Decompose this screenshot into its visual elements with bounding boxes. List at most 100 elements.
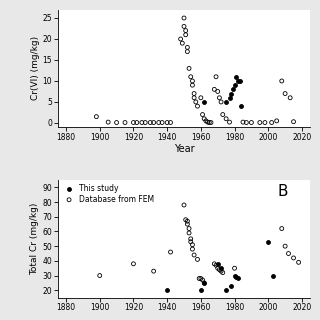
Database from FEM — [213, 263, 219, 268]
Point — [185, 45, 190, 50]
Point — [224, 116, 229, 121]
Point — [239, 104, 244, 109]
Point — [203, 118, 208, 124]
Database from FEM — [219, 268, 224, 274]
This study — [198, 288, 204, 293]
Point — [202, 100, 207, 105]
Point — [164, 120, 170, 125]
Text: B: B — [277, 184, 288, 199]
Point — [156, 120, 161, 125]
Point — [181, 24, 187, 29]
Database from FEM — [212, 261, 217, 266]
This study — [219, 266, 224, 271]
Database from FEM — [286, 251, 291, 256]
This study — [271, 273, 276, 278]
This study — [228, 283, 234, 288]
Point — [232, 83, 237, 88]
X-axis label: Year: Year — [174, 145, 194, 155]
Database from FEM — [188, 236, 193, 241]
Point — [262, 120, 268, 125]
Point — [188, 74, 193, 79]
Point — [151, 120, 156, 125]
Database from FEM — [151, 268, 156, 274]
Point — [205, 120, 210, 125]
This study — [202, 280, 207, 285]
Point — [148, 120, 153, 125]
Point — [185, 49, 190, 54]
Database from FEM — [202, 280, 207, 285]
Database from FEM — [291, 255, 296, 260]
Point — [228, 91, 234, 96]
Point — [219, 100, 224, 105]
This study — [232, 273, 237, 278]
Point — [224, 100, 229, 105]
This study — [266, 239, 271, 244]
Database from FEM — [232, 266, 237, 271]
Point — [274, 118, 279, 124]
Point — [220, 112, 225, 117]
Point — [257, 120, 262, 125]
Point — [249, 120, 254, 125]
Database from FEM — [187, 226, 192, 231]
Database from FEM — [168, 250, 173, 255]
Point — [198, 95, 204, 100]
Point — [187, 66, 192, 71]
Database from FEM — [217, 267, 222, 272]
Database from FEM — [220, 270, 225, 275]
Legend: This study, Database from FEM: This study, Database from FEM — [60, 182, 156, 205]
Point — [143, 120, 148, 125]
Database from FEM — [185, 221, 190, 227]
Database from FEM — [188, 239, 193, 244]
Y-axis label: Total Cr (mg/kg): Total Cr (mg/kg) — [30, 203, 39, 275]
Point — [237, 78, 242, 84]
Point — [183, 32, 188, 37]
Database from FEM — [187, 230, 192, 236]
Point — [192, 95, 197, 100]
Point — [227, 95, 232, 100]
Database from FEM — [181, 203, 187, 208]
Database from FEM — [215, 266, 220, 271]
This study — [164, 288, 170, 293]
Database from FEM — [296, 260, 301, 265]
Point — [215, 89, 220, 94]
Point — [190, 78, 195, 84]
Point — [178, 36, 183, 42]
Point — [193, 100, 198, 105]
Database from FEM — [131, 261, 136, 266]
Point — [217, 95, 222, 100]
Point — [244, 120, 249, 125]
Point — [269, 120, 274, 125]
Point — [200, 112, 205, 117]
Point — [180, 41, 185, 46]
Database from FEM — [190, 242, 195, 247]
This study — [224, 288, 229, 293]
Point — [192, 91, 197, 96]
Database from FEM — [196, 276, 202, 281]
Point — [207, 120, 212, 125]
This study — [236, 276, 241, 281]
Point — [195, 104, 200, 109]
Point — [181, 15, 187, 20]
Database from FEM — [185, 219, 190, 224]
Database from FEM — [198, 276, 204, 281]
Point — [168, 120, 173, 125]
Point — [283, 91, 288, 96]
Point — [213, 74, 219, 79]
Point — [94, 114, 99, 119]
Point — [234, 74, 239, 79]
Point — [202, 116, 207, 121]
Database from FEM — [283, 244, 288, 249]
Point — [160, 120, 165, 125]
Point — [123, 120, 128, 125]
Database from FEM — [279, 226, 284, 231]
This study — [215, 261, 220, 266]
Point — [288, 95, 293, 100]
Database from FEM — [97, 273, 102, 278]
Database from FEM — [195, 257, 200, 262]
Point — [279, 78, 284, 84]
Point — [134, 120, 140, 125]
Point — [183, 28, 188, 33]
Point — [227, 120, 232, 125]
Point — [114, 120, 119, 125]
Point — [291, 119, 296, 124]
